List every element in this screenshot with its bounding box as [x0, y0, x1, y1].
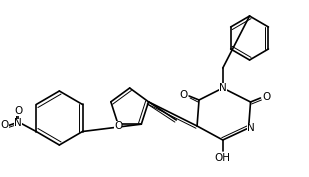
- Text: N: N: [15, 118, 22, 129]
- Text: N: N: [247, 123, 254, 133]
- Text: O: O: [114, 121, 122, 131]
- Text: N: N: [219, 83, 227, 93]
- Text: O: O: [179, 90, 187, 100]
- Text: OH: OH: [215, 153, 231, 163]
- Text: O: O: [262, 92, 270, 102]
- Text: O: O: [14, 105, 23, 116]
- Text: O: O: [0, 121, 9, 130]
